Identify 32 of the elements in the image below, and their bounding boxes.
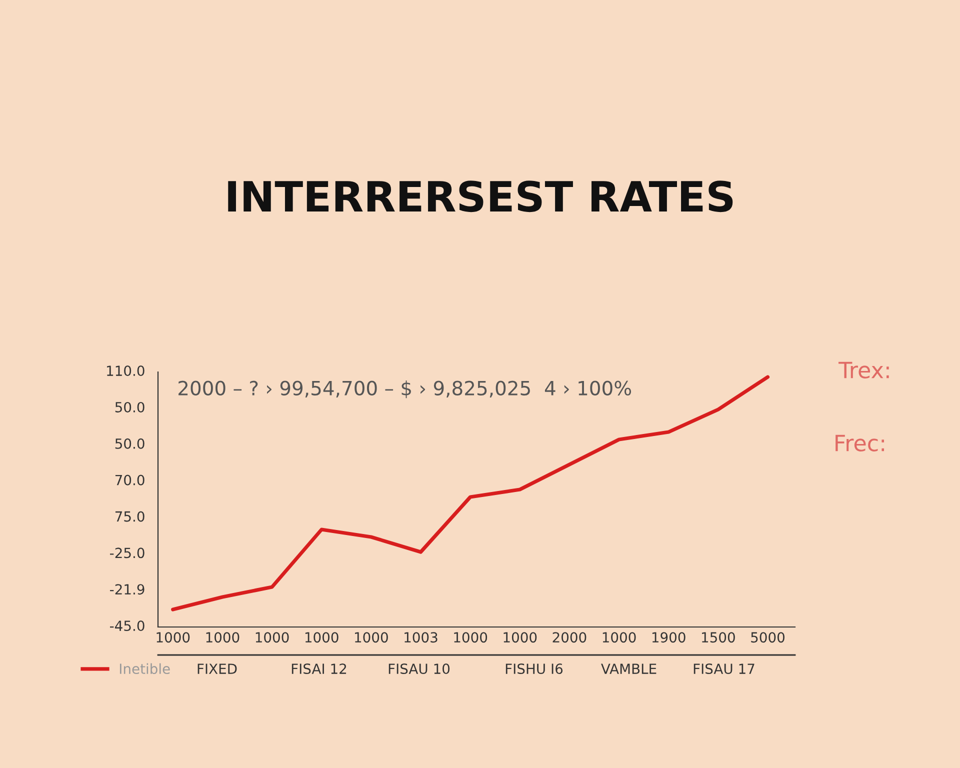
x-tick-label: 1000: [602, 632, 636, 643]
x-tick-label: 1000: [305, 632, 338, 643]
text: Frec:: [836, 434, 884, 452]
text: 110.0: [107, 366, 144, 376]
text: 70.0: [115, 474, 144, 486]
text: Trex:: [838, 362, 889, 378]
x-tick-label: 1500: [702, 632, 735, 643]
text: -45.0: [110, 620, 144, 632]
text: FISAU 10: [388, 664, 450, 674]
annotation: 2000 – ? › 99,54,700 – $ › 9,825,025 4 › 100%: [178, 380, 632, 398]
x-tick-label: 2000: [552, 632, 586, 643]
text: -21.9: [110, 584, 144, 595]
x-tick-label: 1000: [156, 632, 190, 643]
chart-title: INTERRERSEST RATES: [228, 180, 733, 212]
text: FIXED: [198, 664, 237, 674]
x-tick-label: 5000: [751, 632, 784, 643]
text: 50.0: [115, 402, 144, 412]
legend-label: Inetible: [120, 663, 170, 674]
text: -25.0: [110, 548, 144, 558]
x-tick-label: 1000: [355, 632, 388, 643]
x-tick-label: 1000: [256, 632, 289, 643]
text: 75.0: [115, 511, 144, 522]
text: VAMBLE: [601, 664, 656, 674]
x-tick-label: 1000: [504, 632, 537, 643]
x-tick-label: 1000: [206, 632, 240, 643]
x-tick-label: 1900: [652, 632, 686, 643]
text: FISHU I6: [506, 664, 563, 674]
text: 50.0: [115, 438, 144, 449]
text: FISAU 17: [694, 664, 754, 674]
x-tick-label: 1000: [454, 632, 488, 643]
text: FISAI 12: [292, 664, 346, 674]
x-tick-label: 1003: [404, 632, 438, 643]
